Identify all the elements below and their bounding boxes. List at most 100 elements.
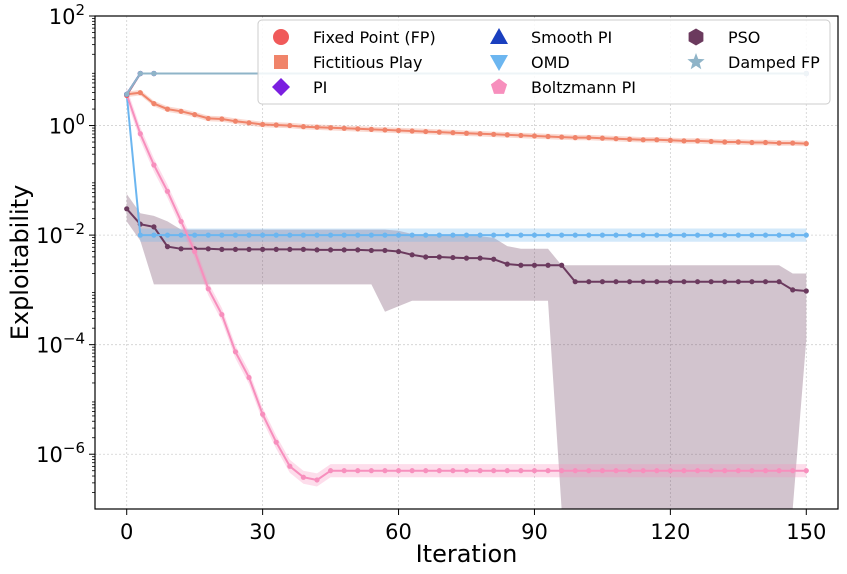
point-boltzmann-pi — [708, 468, 714, 474]
point-boltzmann-pi — [137, 131, 143, 137]
triangleup-marker-icon — [490, 28, 508, 44]
x-tick-label: 150 — [786, 520, 826, 544]
point-boltzmann-pi — [803, 468, 809, 474]
point-boltzmann-pi — [232, 349, 239, 355]
point-fictitious-play — [667, 137, 673, 143]
point-pso — [450, 254, 456, 261]
point-omd — [790, 232, 796, 238]
legend-label-boltzmann-pi: Boltzmann PI — [531, 78, 636, 97]
point-fictitious-play — [803, 141, 809, 147]
point-pso — [287, 246, 293, 252]
point-pso — [273, 246, 279, 252]
band-omd — [126, 87, 807, 242]
point-pso — [260, 246, 266, 252]
point-pso — [599, 279, 606, 285]
legend-item-pso: PSO — [688, 28, 760, 47]
point-fictitious-play — [151, 101, 157, 107]
point-fictitious-play — [762, 139, 769, 146]
point-omd — [409, 232, 415, 238]
point-omd — [599, 232, 606, 238]
point-omd — [395, 232, 402, 238]
point-fictitious-play — [477, 131, 483, 137]
point-damped-fp — [151, 70, 157, 77]
point-boltzmann-pi — [151, 162, 157, 168]
point-boltzmann-pi — [790, 468, 796, 474]
point-omd — [626, 232, 633, 238]
point-omd — [423, 232, 429, 238]
point-pso — [790, 287, 796, 293]
point-boltzmann-pi — [545, 468, 551, 474]
legend-label-fictitious-play: Fictitious Play — [313, 53, 422, 72]
point-pso — [708, 279, 714, 285]
point-fictitious-play — [735, 139, 741, 145]
point-fictitious-play — [613, 136, 619, 142]
point-pso — [572, 279, 578, 285]
point-omd — [776, 232, 782, 238]
point-boltzmann-pi — [776, 468, 782, 474]
point-boltzmann-pi — [246, 374, 252, 381]
point-omd — [232, 232, 239, 238]
point-pso — [395, 248, 402, 255]
point-boltzmann-pi — [164, 188, 171, 194]
point-boltzmann-pi — [436, 468, 442, 474]
point-omd — [314, 232, 320, 238]
point-omd — [504, 232, 510, 238]
point-fictitious-play — [654, 137, 660, 143]
plot-frame — [94, 15, 839, 510]
point-pso — [504, 261, 510, 267]
square-marker-icon — [274, 55, 288, 69]
point-pso — [355, 247, 361, 253]
point-pso — [545, 262, 551, 268]
point-pso — [531, 262, 538, 268]
point-omd — [219, 232, 225, 238]
star-marker-icon — [687, 53, 705, 70]
point-pso — [559, 262, 565, 268]
point-boltzmann-pi — [667, 468, 673, 474]
point-omd — [694, 232, 701, 238]
point-boltzmann-pi — [327, 468, 334, 474]
hexagon-marker-icon — [688, 28, 704, 46]
point-fictitious-play — [681, 138, 687, 144]
point-omd — [260, 232, 266, 238]
point-omd — [572, 232, 578, 238]
point-fictitious-play — [694, 138, 701, 144]
point-pso — [314, 247, 320, 253]
point-boltzmann-pi — [450, 468, 456, 474]
point-omd — [355, 232, 361, 238]
point-omd — [382, 232, 388, 238]
point-fictitious-play — [137, 90, 143, 96]
legend-item-omd: OMD — [490, 53, 570, 72]
point-omd — [450, 232, 456, 238]
point-pso — [178, 246, 184, 252]
point-boltzmann-pi — [341, 468, 347, 474]
point-boltzmann-pi — [694, 468, 701, 474]
point-boltzmann-pi — [572, 468, 578, 474]
point-pso — [762, 279, 769, 285]
point-boltzmann-pi — [722, 468, 728, 474]
point-pso — [776, 279, 782, 285]
point-boltzmann-pi — [518, 468, 524, 474]
point-boltzmann-pi — [735, 468, 741, 474]
point-pso — [477, 255, 483, 261]
point-omd — [640, 232, 646, 238]
point-fictitious-play — [178, 108, 184, 114]
y-axis-label: Exploitability — [6, 185, 34, 341]
point-omd — [613, 232, 619, 238]
point-omd — [300, 232, 307, 238]
point-boltzmann-pi — [395, 468, 402, 474]
point-pso — [667, 279, 673, 285]
point-boltzmann-pi — [192, 248, 198, 255]
point-fictitious-play — [545, 133, 551, 140]
y-tick-label: 10−2 — [36, 220, 85, 248]
point-pso — [219, 246, 225, 252]
point-omd — [368, 232, 374, 238]
point-omd — [708, 232, 714, 238]
band-layer — [126, 87, 807, 509]
pentagon-marker-icon — [490, 78, 508, 94]
point-fictitious-play — [382, 127, 388, 133]
point-pso — [681, 279, 687, 285]
legend-label-pi: PI — [313, 78, 327, 97]
point-pso — [722, 279, 728, 285]
point-boltzmann-pi — [762, 468, 769, 474]
point-omd — [246, 232, 252, 238]
